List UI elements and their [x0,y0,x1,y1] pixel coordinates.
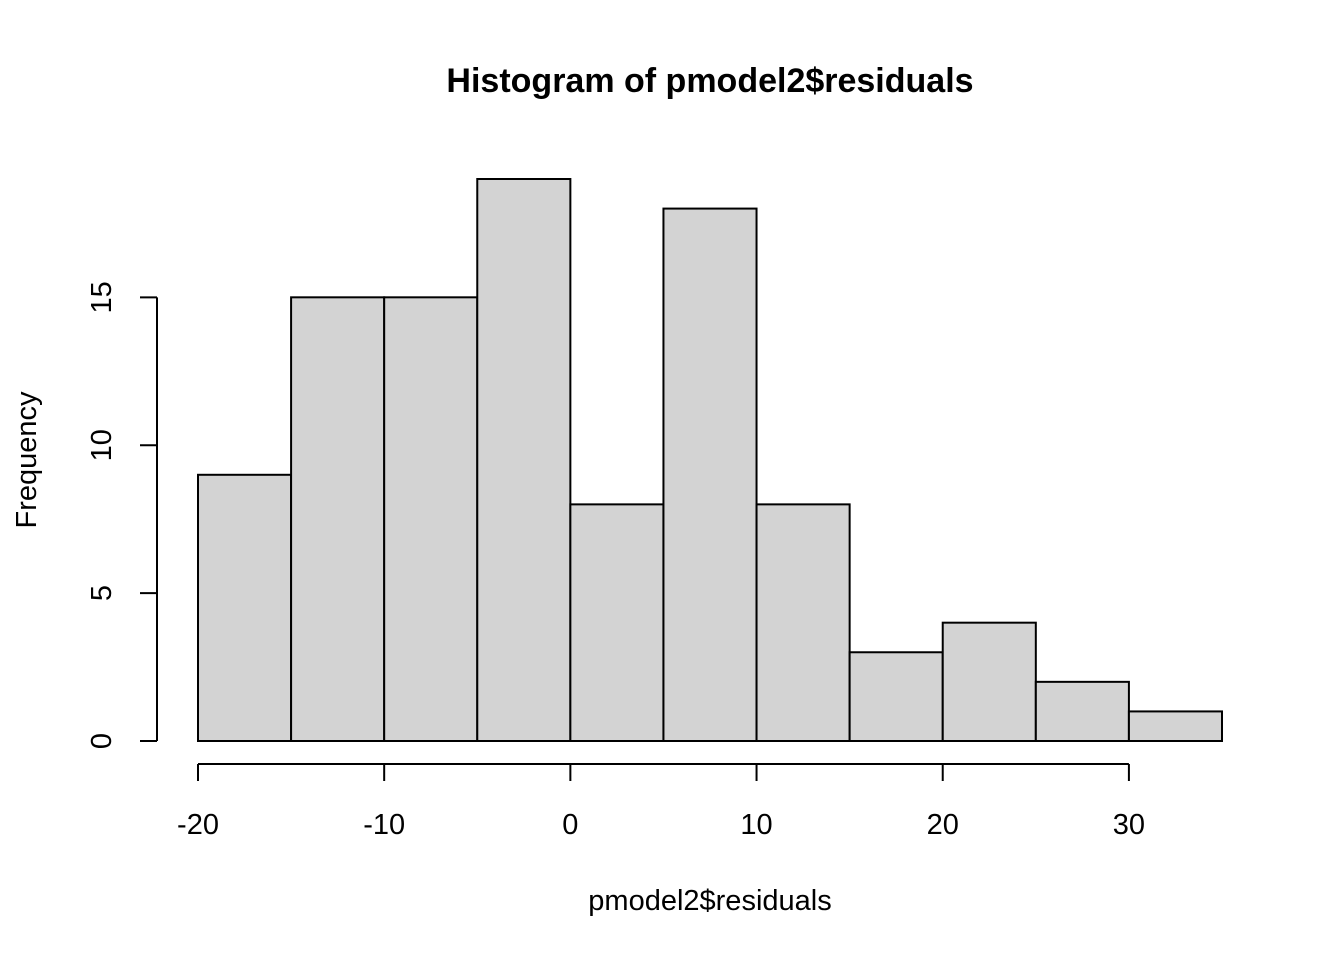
y-tick-label: 0 [86,733,118,749]
histogram-bar [383,296,479,742]
y-axis-label: Frequency [11,391,43,529]
histogram-bar [197,473,293,742]
histogram-bar [1127,710,1224,742]
histogram-bar [476,178,572,742]
x-tick-label: 0 [562,809,578,841]
x-tick-label: 30 [1113,809,1145,841]
x-tick-label: -10 [363,809,405,841]
y-tick-label: 5 [86,585,118,601]
histogram-bars [197,178,1224,743]
x-axis: -20 -10 0 10 20 30 [177,763,1145,841]
x-tick-label: 20 [927,809,959,841]
histogram-bar [1034,680,1130,743]
y-tick-label: 10 [86,429,118,461]
histogram-bar [941,621,1037,742]
histogram-bar [569,503,665,742]
histogram-bar [755,503,851,742]
x-tick-label: 10 [740,809,772,841]
histogram-bar [290,296,386,742]
histogram-bar [662,207,758,742]
y-axis: 0 5 10 15 [86,281,158,749]
y-tick-label: 15 [86,281,118,313]
x-axis-label: pmodel2$residuals [588,885,831,917]
histogram-bar [848,651,944,743]
chart-title: Histogram of pmodel2$residuals [446,62,973,100]
x-tick-label: -20 [177,809,219,841]
